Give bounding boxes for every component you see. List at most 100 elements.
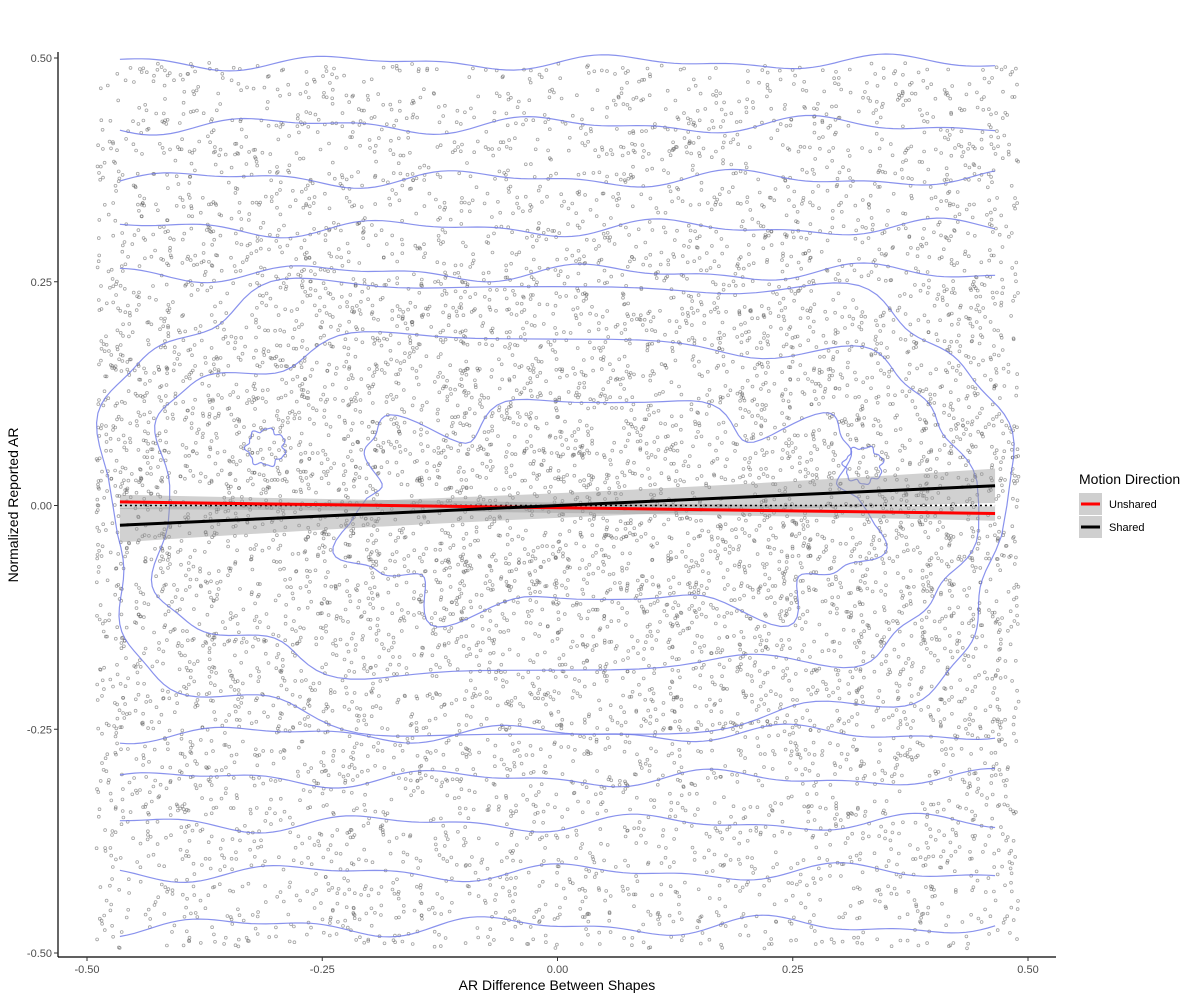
scatter-point	[1014, 603, 1019, 608]
scatter-point	[863, 314, 867, 319]
scatter-point	[857, 416, 861, 421]
scatter-point	[901, 667, 906, 672]
scatter-point	[265, 486, 270, 491]
scatter-point	[487, 628, 491, 632]
scatter-point	[549, 451, 554, 455]
scatter-point	[469, 566, 474, 571]
scatter-point	[581, 660, 586, 665]
scatter-point	[958, 678, 962, 682]
scatter-point	[372, 341, 377, 346]
scatter-point	[1015, 622, 1020, 626]
scatter-point	[745, 195, 750, 200]
scatter-point	[765, 70, 770, 75]
scatter-point	[229, 412, 234, 417]
scatter-point	[735, 391, 740, 396]
scatter-point	[322, 469, 326, 474]
scatter-point	[691, 77, 696, 82]
scatter-point	[801, 544, 805, 548]
scatter-point	[113, 484, 118, 488]
scatter-point	[128, 421, 133, 426]
scatter-point	[398, 361, 403, 365]
scatter-point	[341, 764, 346, 769]
scatter-point	[896, 726, 900, 730]
scatter-point	[204, 751, 209, 756]
scatter-point	[464, 372, 469, 377]
scatter-point	[1009, 624, 1014, 629]
scatter-point	[312, 195, 317, 199]
scatter-point	[881, 506, 885, 511]
scatter-point	[677, 384, 681, 389]
scatter-point	[597, 321, 601, 325]
scatter-point	[119, 417, 124, 422]
scatter-point	[607, 775, 612, 779]
scatter-point	[806, 819, 810, 824]
scatter-point	[330, 833, 335, 838]
scatter-point	[510, 830, 514, 834]
scatter-point	[354, 727, 359, 731]
scatter-point	[191, 406, 195, 410]
scatter-point	[1016, 699, 1021, 704]
scatter-point	[969, 422, 974, 427]
scatter-point	[949, 685, 953, 690]
scatter-point	[357, 308, 362, 312]
scatter-point	[146, 507, 150, 512]
scatter-point	[546, 148, 550, 153]
scatter-point	[957, 349, 962, 354]
scatter-point	[233, 704, 237, 708]
scatter-point	[919, 625, 924, 630]
scatter-point	[232, 688, 237, 692]
scatter-point	[163, 409, 167, 414]
scatter-point	[235, 548, 239, 553]
scatter-point	[648, 196, 653, 201]
scatter-point	[153, 900, 158, 904]
scatter-point	[278, 180, 283, 185]
scatter-point	[858, 561, 863, 566]
scatter-point	[648, 373, 653, 378]
scatter-point	[111, 284, 116, 289]
scatter-point	[493, 676, 498, 681]
scatter-point	[362, 718, 366, 722]
scatter-point	[831, 690, 835, 695]
scatter-point	[868, 193, 873, 198]
scatter-point	[219, 689, 223, 693]
scatter-point	[155, 659, 159, 664]
scatter-point	[108, 846, 113, 850]
scatter-point	[222, 856, 227, 860]
scatter-point	[351, 750, 355, 755]
scatter-point	[306, 403, 311, 407]
scatter-point	[193, 364, 197, 368]
scatter-point	[535, 477, 539, 481]
scatter-point	[100, 694, 104, 698]
scatter-point	[517, 557, 521, 562]
scatter-point	[307, 417, 312, 421]
scatter-point	[859, 759, 864, 764]
scatter-point	[782, 107, 787, 111]
scatter-point	[656, 408, 661, 413]
scatter-point	[187, 567, 191, 572]
scatter-point	[138, 788, 142, 792]
scatter-point	[854, 722, 859, 727]
scatter-point	[577, 322, 582, 326]
scatter-point	[338, 615, 343, 620]
scatter-point	[248, 673, 253, 678]
scatter-point	[232, 639, 237, 644]
scatter-point	[613, 102, 618, 107]
scatter-point	[388, 558, 393, 563]
scatter-point	[290, 642, 295, 647]
scatter-point	[224, 765, 228, 770]
scatter-point	[668, 884, 673, 888]
scatter-point	[765, 515, 770, 520]
scatter-point	[492, 231, 496, 236]
scatter-point	[904, 542, 909, 547]
scatter-point	[737, 544, 741, 548]
scatter-point	[381, 178, 386, 183]
scatter-point	[901, 73, 905, 77]
scatter-point	[608, 703, 613, 707]
scatter-point	[914, 493, 919, 498]
scatter-point	[368, 602, 373, 606]
scatter-point	[268, 233, 272, 237]
scatter-point	[770, 584, 775, 588]
scatter-point	[209, 285, 213, 290]
scatter-point	[535, 494, 539, 499]
scatter-point	[490, 522, 494, 526]
